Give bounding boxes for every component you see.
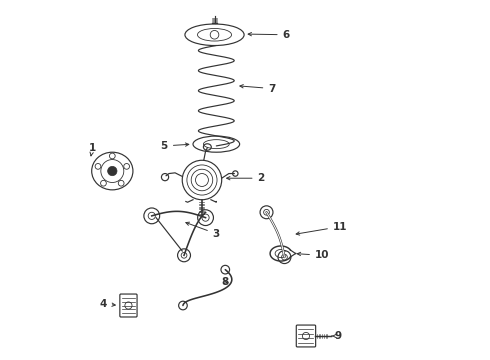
Text: 4: 4 — [99, 299, 115, 309]
Text: 2: 2 — [227, 173, 265, 183]
Text: 7: 7 — [240, 84, 276, 94]
Text: 10: 10 — [297, 250, 329, 260]
Text: 3: 3 — [186, 222, 220, 239]
Text: 8: 8 — [221, 277, 229, 287]
Text: 5: 5 — [161, 141, 189, 151]
Text: 11: 11 — [296, 222, 347, 235]
Text: 1: 1 — [89, 143, 96, 156]
Text: 9: 9 — [332, 331, 342, 341]
Circle shape — [108, 166, 117, 176]
Text: 6: 6 — [248, 30, 290, 40]
